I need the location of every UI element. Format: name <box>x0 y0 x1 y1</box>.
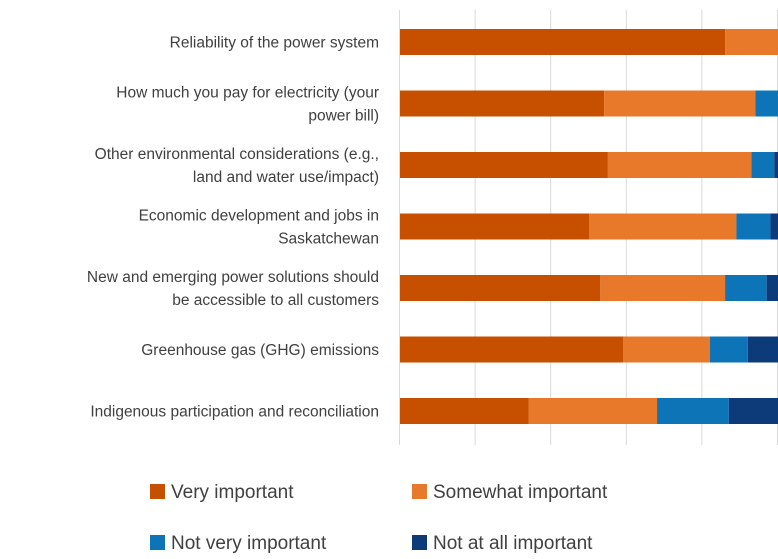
legend-label-3: Not at all important <box>433 533 593 554</box>
bar-4-3 <box>766 275 778 301</box>
bar-6-3 <box>728 398 778 424</box>
bar-4-0 <box>400 275 601 301</box>
bar-2-2 <box>751 152 775 178</box>
bar-1-0 <box>400 90 605 117</box>
bar-5-0 <box>400 336 624 363</box>
bars <box>400 29 778 424</box>
bar-2-0 <box>400 152 608 178</box>
category-label-1-1: power bill) <box>308 108 379 125</box>
category-label-3-1: Saskatchewan <box>278 231 379 248</box>
bar-5-3 <box>747 336 778 363</box>
bar-3-2 <box>736 213 771 240</box>
legend-swatch-3 <box>412 535 427 550</box>
bar-0-1 <box>725 29 778 55</box>
legend-label-1: Somewhat important <box>433 482 608 503</box>
category-label-1-0: How much you pay for electricity (your <box>116 85 379 102</box>
bar-1-1 <box>604 90 756 117</box>
category-label-2-1: land and water use/impact) <box>193 169 379 186</box>
bar-4-2 <box>725 275 767 301</box>
bar-6-0 <box>400 398 529 424</box>
bar-2-1 <box>607 152 752 178</box>
category-label-0-0: Reliability of the power system <box>170 35 379 52</box>
category-label-4-1: be accessible to all customers <box>172 292 379 309</box>
bar-3-0 <box>400 213 589 240</box>
category-label-2-0: Other environmental considerations (e.g.… <box>95 146 379 163</box>
bar-3-3 <box>770 213 778 240</box>
bar-5-1 <box>623 336 710 363</box>
category-labels: Reliability of the power system How much … <box>87 35 379 421</box>
bar-5-2 <box>709 336 748 363</box>
bar-6-1 <box>528 398 658 424</box>
legend-label-2: Not very important <box>171 533 327 554</box>
legend-swatch-1 <box>412 484 427 499</box>
category-label-4-0: New and emerging power solutions should <box>87 269 379 286</box>
legend: Very important Somewhat important Not very… <box>150 482 608 554</box>
bar-2-3 <box>774 152 778 178</box>
bar-3-1 <box>589 213 737 240</box>
bar-1-2 <box>755 90 778 117</box>
legend-label-0: Very important <box>171 482 294 503</box>
bar-0-0 <box>400 29 726 55</box>
bar-6-2 <box>657 398 729 424</box>
legend-swatch-0 <box>150 484 165 499</box>
category-label-3-0: Economic development and jobs in <box>139 208 379 225</box>
legend-swatch-2 <box>150 535 165 550</box>
bar-4-1 <box>600 275 726 301</box>
category-label-6-0: Indigenous participation and reconciliat… <box>90 404 379 421</box>
category-label-5-0: Greenhouse gas (GHG) emissions <box>141 342 379 359</box>
